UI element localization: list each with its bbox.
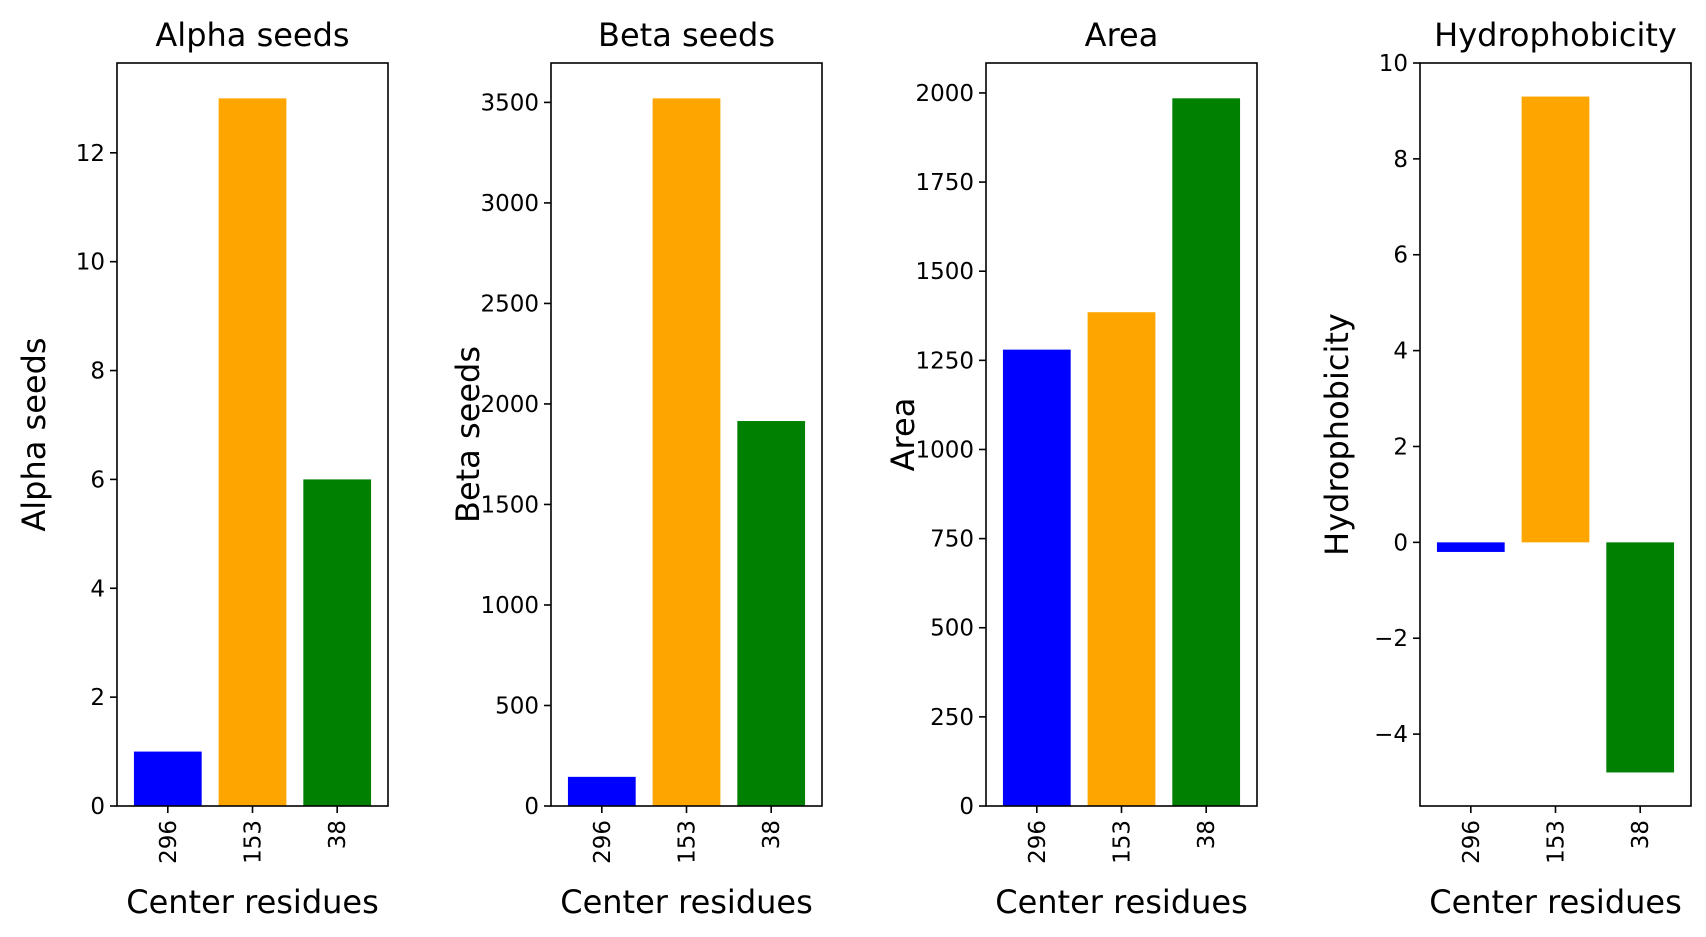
x-tick-label: 296 xyxy=(1459,820,1485,864)
y-tick-label: 12 xyxy=(76,141,105,167)
y-tick-label: 0 xyxy=(524,794,539,820)
subplot-title: Beta seeds xyxy=(598,16,775,54)
y-tick-label: 1250 xyxy=(915,348,974,374)
y-tick-label: −4 xyxy=(1374,722,1408,748)
x-tick-label: 153 xyxy=(1110,820,1136,864)
bar-296 xyxy=(1002,349,1071,806)
x-tick-label: 296 xyxy=(156,820,182,864)
subplot-3: 0 250 500 750 1000 1250 1500 1750 2000 296 153 38 Ar… xyxy=(884,16,1258,921)
bar-38 xyxy=(1606,542,1675,773)
x-tick-label: 153 xyxy=(1544,820,1570,864)
y-tick-label: 2000 xyxy=(480,392,539,418)
subplot-2: 0 500 1000 1500 2000 2500 3000 3500 296 153 38 Beta… xyxy=(449,16,823,921)
y-tick-label: 0 xyxy=(1393,530,1408,556)
x-axis-label: Center residues xyxy=(560,883,813,921)
x-axis-label: Center residues xyxy=(995,883,1248,921)
y-tick-label: 500 xyxy=(930,616,974,642)
y-tick-label: 3000 xyxy=(480,191,539,217)
bar-153 xyxy=(652,98,721,806)
y-tick-label: 500 xyxy=(495,693,539,719)
x-axis-label: Center residues xyxy=(1429,883,1682,921)
y-tick-label: 4 xyxy=(90,576,105,602)
y-tick-label: 1000 xyxy=(480,593,539,619)
y-axis-label: Area xyxy=(884,398,922,472)
x-tick-label: 153 xyxy=(675,820,701,864)
y-tick-label: 6 xyxy=(90,467,105,493)
y-tick-label: 2500 xyxy=(480,291,539,317)
bar-38 xyxy=(737,421,806,806)
x-tick-label: 38 xyxy=(1628,820,1654,849)
y-tick-label: 2 xyxy=(1393,434,1408,460)
x-axis-label: Center residues xyxy=(126,883,379,921)
y-tick-label: 1750 xyxy=(915,170,974,196)
bar-296 xyxy=(133,751,202,806)
subplot-title: Hydrophobicity xyxy=(1434,16,1677,54)
subplot-4: −4 −2 0 2 4 6 8 10 296 153 38 Hydrophobicity Center … xyxy=(1318,16,1692,921)
bar-296 xyxy=(567,776,636,806)
bar-153 xyxy=(218,98,287,806)
y-axis-label: Beta seeds xyxy=(449,346,487,523)
y-tick-label: 1000 xyxy=(915,437,974,463)
y-tick-label: 8 xyxy=(1393,147,1408,173)
x-tick-label: 38 xyxy=(1194,820,1220,849)
subplot-title: Area xyxy=(1085,16,1159,54)
x-tick-label: 153 xyxy=(241,820,267,864)
y-tick-label: 750 xyxy=(930,527,974,553)
x-tick-label: 296 xyxy=(1025,820,1051,864)
bar-153 xyxy=(1087,312,1156,806)
y-tick-label: 250 xyxy=(930,705,974,731)
x-tick-label: 296 xyxy=(590,820,616,864)
y-tick-label: 2000 xyxy=(915,81,974,107)
bar-153 xyxy=(1521,96,1590,543)
y-axis-label: Hydrophobicity xyxy=(1318,313,1356,556)
y-tick-label: 1500 xyxy=(915,259,974,285)
y-tick-label: 10 xyxy=(76,250,105,276)
y-tick-label: 8 xyxy=(90,359,105,385)
y-tick-label: 0 xyxy=(90,794,105,820)
x-tick-label: 38 xyxy=(759,820,785,849)
y-tick-label: 4 xyxy=(1393,339,1408,365)
y-tick-label: −2 xyxy=(1374,626,1408,652)
y-axis-label: Alpha seeds xyxy=(15,337,53,531)
y-tick-label: 10 xyxy=(1379,51,1408,77)
y-tick-label: 3500 xyxy=(480,90,539,116)
bar-38 xyxy=(1172,98,1241,806)
y-tick-label: 6 xyxy=(1393,243,1408,269)
bar-38 xyxy=(303,479,372,806)
bar-296 xyxy=(1436,542,1505,552)
y-tick-label: 0 xyxy=(959,794,974,820)
y-tick-label: 2 xyxy=(90,685,105,711)
subplot-1: 0 2 4 6 8 10 12 296 153 38 Alpha seeds Center resid… xyxy=(15,16,389,921)
x-tick-label: 38 xyxy=(325,820,351,849)
y-tick-label: 1500 xyxy=(480,492,539,518)
subplot-title: Alpha seeds xyxy=(155,16,349,54)
